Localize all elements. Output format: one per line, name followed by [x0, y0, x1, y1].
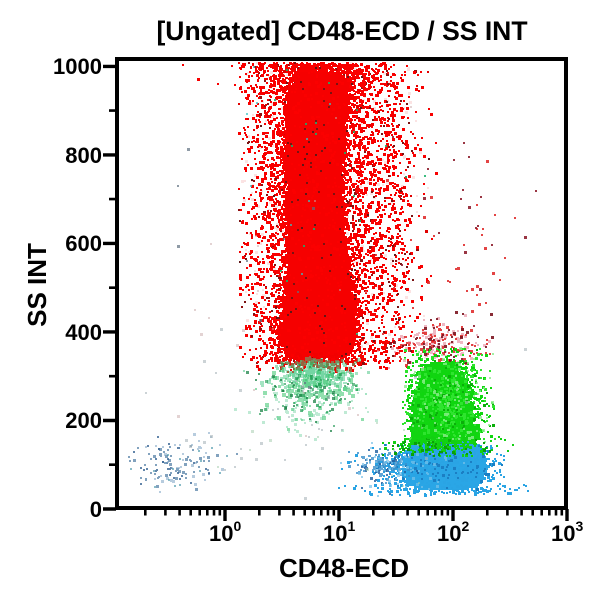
svg-text:600: 600 — [65, 231, 102, 256]
svg-text:CD48-ECD: CD48-ECD — [279, 553, 409, 583]
svg-text:103: 103 — [551, 518, 583, 546]
svg-text:100: 100 — [209, 518, 241, 546]
svg-text:SS INT: SS INT — [22, 243, 52, 327]
svg-text:[Ungated] CD48-ECD / SS INT: [Ungated] CD48-ECD / SS INT — [156, 16, 527, 46]
svg-text:400: 400 — [65, 320, 102, 345]
svg-text:800: 800 — [65, 143, 102, 168]
svg-text:1000: 1000 — [53, 54, 102, 79]
svg-text:0: 0 — [90, 497, 102, 522]
svg-text:200: 200 — [65, 408, 102, 433]
